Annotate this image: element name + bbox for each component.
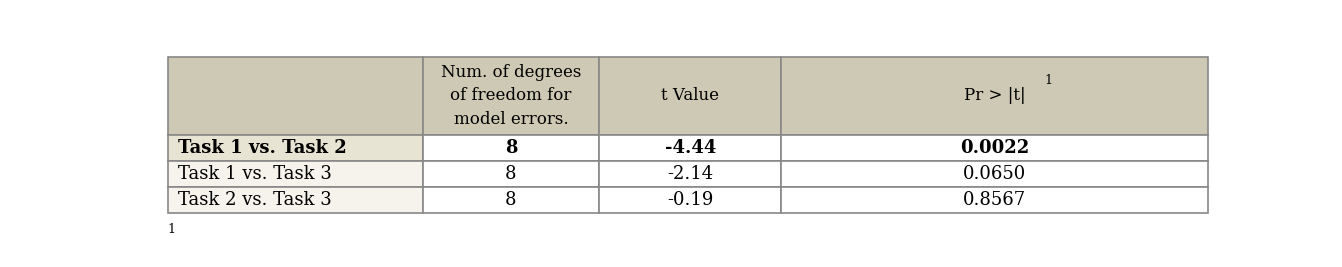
- Bar: [781, 57, 1208, 135]
- Text: Task 1 vs. Task 2: Task 1 vs. Task 2: [178, 139, 346, 157]
- Bar: [781, 161, 1208, 187]
- Bar: [781, 135, 1208, 161]
- Text: Pr > |t|: Pr > |t|: [964, 87, 1025, 104]
- Bar: [781, 187, 1208, 213]
- Bar: [168, 161, 423, 187]
- Bar: [600, 161, 781, 187]
- Text: -2.14: -2.14: [667, 165, 714, 183]
- Bar: [423, 187, 600, 213]
- Bar: [168, 57, 423, 135]
- Text: t Value: t Value: [662, 87, 719, 104]
- Bar: [600, 187, 781, 213]
- Text: 1: 1: [1044, 74, 1052, 88]
- Bar: [600, 135, 781, 161]
- Bar: [168, 135, 423, 161]
- Text: 8: 8: [505, 139, 517, 157]
- Text: Task 2 vs. Task 3: Task 2 vs. Task 3: [178, 191, 331, 209]
- Text: 8: 8: [505, 191, 517, 209]
- Bar: [600, 57, 781, 135]
- Bar: [423, 57, 600, 135]
- Text: 1: 1: [168, 223, 176, 236]
- Text: 0.0022: 0.0022: [960, 139, 1029, 157]
- Bar: [423, 135, 600, 161]
- Text: -0.19: -0.19: [667, 191, 714, 209]
- Text: -4.44: -4.44: [664, 139, 717, 157]
- Text: 8: 8: [505, 165, 517, 183]
- Text: 0.8567: 0.8567: [964, 191, 1027, 209]
- Text: Num. of degrees
of freedom for
model errors.: Num. of degrees of freedom for model err…: [440, 64, 581, 128]
- Bar: [168, 187, 423, 213]
- Text: 0.0650: 0.0650: [964, 165, 1027, 183]
- Bar: [423, 161, 600, 187]
- Text: Task 1 vs. Task 3: Task 1 vs. Task 3: [178, 165, 331, 183]
